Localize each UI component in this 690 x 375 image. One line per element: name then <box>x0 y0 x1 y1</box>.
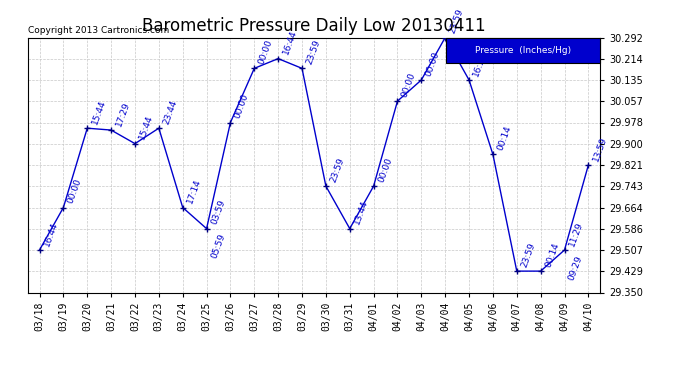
Text: 13:44: 13:44 <box>353 199 370 226</box>
Text: 00:00: 00:00 <box>424 50 442 77</box>
Text: 00:00: 00:00 <box>257 38 275 66</box>
Text: 00:14: 00:14 <box>495 124 513 152</box>
Text: 00:00: 00:00 <box>233 92 250 120</box>
Text: 23:59: 23:59 <box>305 38 322 66</box>
FancyBboxPatch shape <box>446 38 600 63</box>
Text: 15:44: 15:44 <box>90 98 107 125</box>
Text: 15:44: 15:44 <box>138 114 155 141</box>
Text: 23:44: 23:44 <box>161 98 179 125</box>
Text: 23:59: 23:59 <box>328 156 346 183</box>
Text: 00:00: 00:00 <box>400 71 417 98</box>
Text: 00:14: 00:14 <box>544 241 561 268</box>
Text: 13:59: 13:59 <box>591 135 609 162</box>
Text: 09:29: 09:29 <box>567 254 584 282</box>
Text: 16:44: 16:44 <box>42 220 59 247</box>
Text: 16:44: 16:44 <box>281 28 298 56</box>
Text: Copyright 2013 Cartronics.com: Copyright 2013 Cartronics.com <box>28 26 169 35</box>
Text: 17:29: 17:29 <box>114 100 131 127</box>
Text: Pressure  (Inches/Hg): Pressure (Inches/Hg) <box>475 46 571 55</box>
Title: Barometric Pressure Daily Low 20130411: Barometric Pressure Daily Low 20130411 <box>142 16 486 34</box>
Text: 00:00: 00:00 <box>376 156 394 183</box>
Text: 23:59: 23:59 <box>520 241 537 268</box>
Text: 17:14: 17:14 <box>186 177 203 205</box>
Text: 05:59: 05:59 <box>209 233 226 260</box>
Text: 23:59: 23:59 <box>448 8 465 35</box>
Text: 00:00: 00:00 <box>66 177 83 205</box>
Text: 11:29: 11:29 <box>567 220 584 247</box>
Text: 03:59: 03:59 <box>209 198 226 226</box>
Text: 16:59: 16:59 <box>472 50 489 77</box>
